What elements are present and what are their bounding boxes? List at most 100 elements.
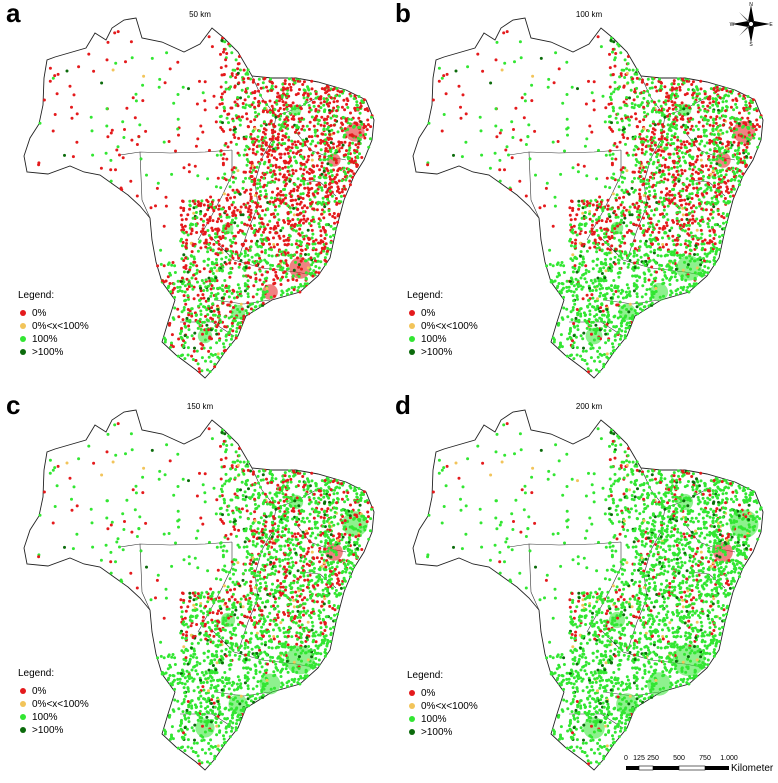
municipality-dot (299, 248, 303, 252)
municipality-dot (71, 155, 75, 159)
municipality-dot (711, 166, 715, 170)
municipality-dot (278, 236, 282, 240)
municipality-dot (591, 203, 595, 207)
municipality-dot (695, 92, 699, 96)
municipality-dot (613, 209, 617, 213)
municipality-dot (224, 64, 228, 68)
municipality-dot (583, 222, 587, 226)
municipality-dot (612, 231, 616, 235)
municipality-dot (635, 210, 639, 214)
municipality-dot (284, 147, 288, 151)
municipality-dot (271, 200, 275, 204)
municipality-dot (360, 122, 364, 126)
municipality-dot (249, 188, 253, 192)
municipality-dot (223, 236, 227, 240)
municipality-dot (618, 327, 621, 331)
municipality-dot (208, 336, 212, 340)
municipality-dot (626, 256, 630, 260)
municipality-dot (293, 182, 297, 186)
municipality-dot (182, 231, 186, 235)
municipality-dot (332, 233, 335, 237)
municipality-dot (279, 190, 283, 193)
municipality-dot (258, 162, 262, 166)
municipality-dot (699, 219, 702, 223)
municipality-dot (248, 218, 252, 222)
municipality-dot (336, 220, 340, 224)
municipality-dot (265, 286, 269, 290)
municipality-dot (275, 102, 279, 106)
municipality-dot (697, 198, 701, 202)
municipality-dot (668, 193, 672, 197)
municipality-dot (659, 104, 663, 108)
municipality-dot (666, 178, 670, 182)
municipality-dot (593, 285, 597, 289)
municipality-dot (710, 132, 714, 136)
municipality-dot (187, 87, 190, 91)
municipality-dot (359, 104, 363, 108)
municipality-dot (622, 84, 626, 88)
municipality-dot (603, 353, 606, 356)
municipality-dot (268, 267, 272, 271)
municipality-dot (292, 206, 296, 210)
municipality-dot (217, 207, 221, 211)
municipality-dot (735, 128, 739, 131)
municipality-dot (265, 261, 269, 265)
municipality-dot (637, 248, 641, 252)
municipality-dot (233, 130, 237, 134)
municipality-dot (638, 224, 641, 228)
map-panel-a: a 50 km Legend: 0% 0%<x<100% 100% >100% (0, 0, 389, 391)
municipality-dot (695, 158, 699, 162)
municipality-dot (305, 139, 309, 143)
municipality-dot (212, 242, 216, 246)
municipality-dot (609, 92, 613, 96)
municipality-dot (671, 125, 675, 129)
municipality-dot (244, 247, 248, 251)
municipality-dot (228, 261, 232, 265)
municipality-dot (323, 237, 327, 240)
municipality-dot (681, 206, 685, 210)
municipality-dot (275, 253, 279, 257)
municipality-dot (686, 131, 690, 135)
municipality-dot (199, 246, 203, 250)
municipality-dot (296, 177, 300, 181)
municipality-dot (306, 186, 310, 190)
municipality-dot (610, 284, 613, 288)
municipality-dot (735, 99, 739, 103)
municipality-dot (215, 297, 219, 301)
municipality-dot (281, 134, 285, 138)
municipality-dot (196, 249, 200, 253)
municipality-dot (620, 200, 624, 204)
municipality-dot (290, 146, 294, 150)
municipality-dot (638, 245, 642, 249)
municipality-dot (726, 149, 730, 153)
municipality-dot (736, 152, 739, 156)
municipality-dot (207, 243, 211, 246)
municipality-dot (277, 114, 281, 118)
municipality-dot (660, 135, 664, 139)
municipality-dot (616, 316, 620, 320)
municipality-dot (325, 121, 329, 125)
municipality-dot (296, 140, 300, 144)
municipality-dot (699, 228, 703, 232)
panel-letter: a (6, 0, 21, 28)
municipality-dot (576, 170, 580, 174)
municipality-dot (709, 172, 713, 176)
municipality-dot (644, 145, 648, 149)
municipality-dot (180, 218, 184, 222)
municipality-dot (304, 271, 308, 275)
municipality-dot (303, 128, 306, 132)
municipality-dot (243, 232, 247, 236)
municipality-dot (695, 217, 699, 221)
municipality-dot (245, 163, 249, 167)
municipality-dot (630, 102, 634, 105)
municipality-dot (655, 223, 659, 227)
municipality-dot (612, 172, 616, 176)
municipality-dot (250, 180, 254, 183)
municipality-dot (588, 210, 592, 213)
municipality-dot (259, 93, 262, 97)
municipality-dot (189, 232, 193, 236)
municipality-dot (184, 325, 188, 329)
municipality-dot (285, 107, 289, 111)
municipality-dot (595, 250, 599, 254)
municipality-dot (268, 148, 272, 152)
